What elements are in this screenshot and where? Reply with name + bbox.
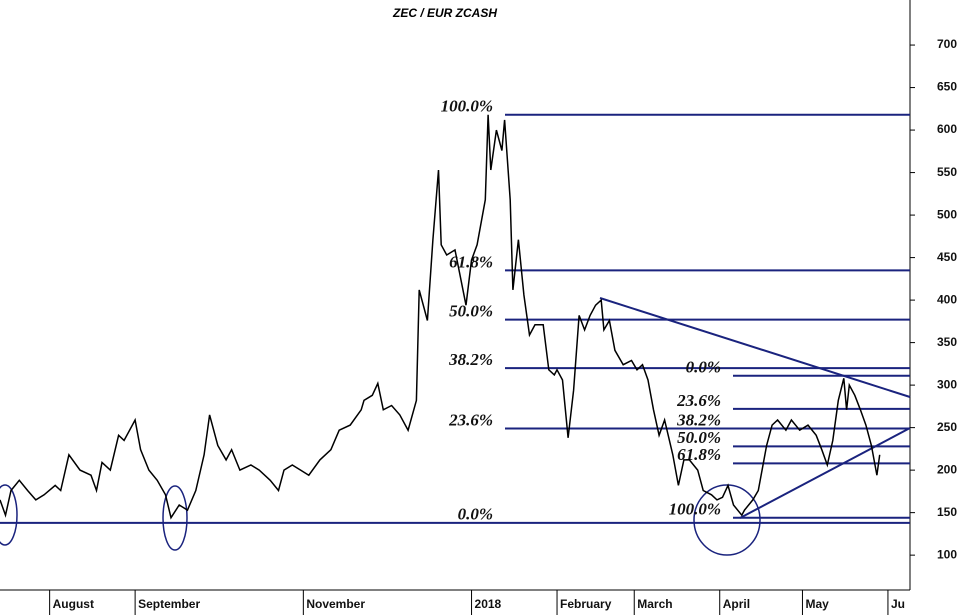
fib-label: 23.6% xyxy=(676,391,721,410)
chart-title: ZEC / EUR ZCASH xyxy=(392,6,497,20)
fib-label: 100.0% xyxy=(441,97,493,116)
y-tick-label: 250 xyxy=(937,420,957,434)
fib-label: 38.2% xyxy=(448,350,493,369)
y-tick-label: 150 xyxy=(937,505,957,519)
fib-label: 38.2% xyxy=(676,410,721,429)
x-tick-label: 2018 xyxy=(475,597,502,611)
highlight-circle xyxy=(162,485,188,551)
y-tick-label: 500 xyxy=(937,207,957,221)
x-tick-label: March xyxy=(637,597,672,611)
y-tick-label: 700 xyxy=(937,37,957,51)
trend-line xyxy=(739,427,911,519)
y-tick-label: 350 xyxy=(937,335,957,349)
trend-line xyxy=(599,297,911,398)
x-tick-label: August xyxy=(53,597,94,611)
price-line xyxy=(0,114,881,520)
x-tick-label: Ju xyxy=(891,597,905,611)
fib-label: 0.0% xyxy=(458,505,493,524)
y-tick-label: 650 xyxy=(937,80,957,94)
highlight-circle xyxy=(693,484,761,556)
fib-label: 50.0% xyxy=(677,428,721,447)
fib-label: 50.0% xyxy=(449,302,493,321)
fib-label: 100.0% xyxy=(669,500,721,519)
y-tick-label: 450 xyxy=(937,250,957,264)
y-tick-label: 600 xyxy=(937,122,957,136)
highlight-circle xyxy=(0,484,18,546)
x-tick-label: February xyxy=(560,597,612,611)
x-tick-label: September xyxy=(138,597,200,611)
y-tick-label: 300 xyxy=(937,377,957,391)
y-tick-label: 200 xyxy=(937,462,957,476)
y-tick-label: 400 xyxy=(937,292,957,306)
fib-label: 23.6% xyxy=(448,410,493,429)
y-tick-label: 550 xyxy=(937,165,957,179)
x-tick-label: November xyxy=(306,597,365,611)
x-tick-label: May xyxy=(805,597,829,611)
y-tick-label: 100 xyxy=(937,547,957,561)
fib-label: 0.0% xyxy=(686,358,721,377)
x-tick-label: April xyxy=(723,597,750,611)
